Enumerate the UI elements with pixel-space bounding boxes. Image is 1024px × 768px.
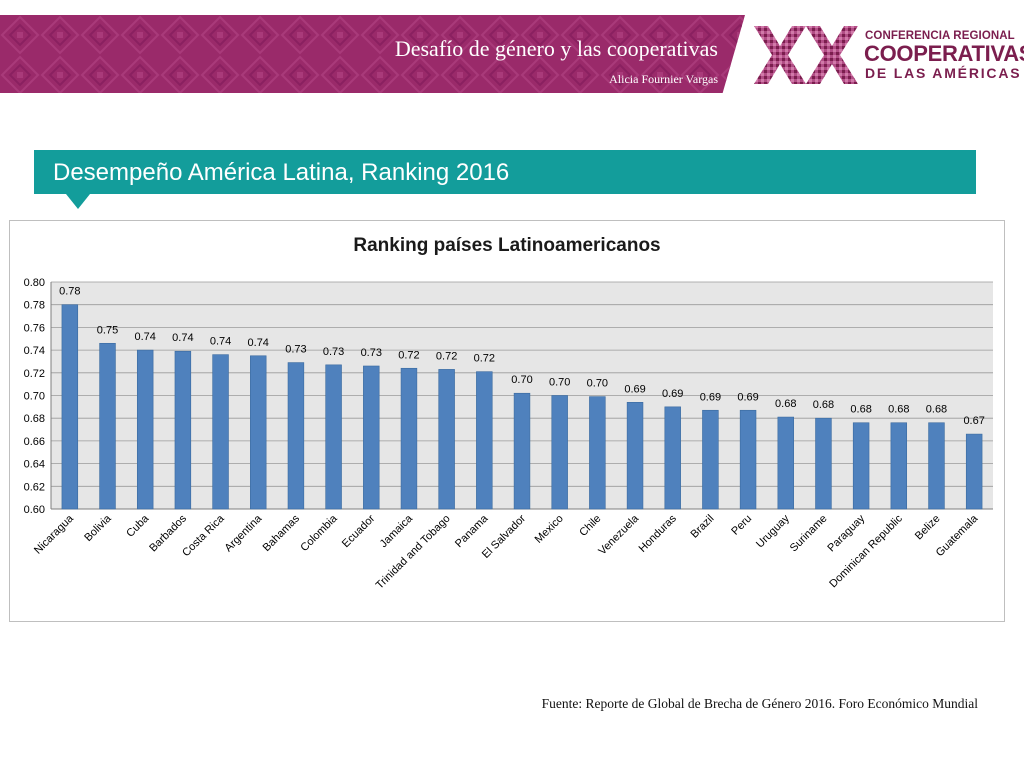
- banner-pattern: [0, 15, 745, 93]
- bar: [174, 350, 192, 510]
- y-tick-label: 0.60: [24, 504, 45, 516]
- category-label: Honduras: [637, 512, 680, 555]
- logo-line-2: COOPERATIVAS: [864, 41, 1024, 66]
- data-label: 0.69: [700, 391, 721, 403]
- category-label: Guatemala: [934, 512, 981, 559]
- category-label: Bahamas: [261, 512, 303, 554]
- bar: [965, 433, 983, 510]
- bar: [626, 402, 644, 510]
- data-label: 0.68: [813, 399, 834, 411]
- logo-line-3: DE LAS AMÉRICAS: [865, 65, 1022, 81]
- chart-frame: Ranking países Latinoamericanos 0.60 0.62…: [9, 220, 1005, 622]
- y-tick-label: 0.62: [24, 481, 45, 493]
- category-label: Mexico: [533, 513, 566, 546]
- y-tick-label: 0.70: [24, 391, 45, 403]
- source-footnote: Fuente: Reporte de Global de Brecha de G…: [541, 696, 978, 711]
- y-tick-label: 0.68: [24, 413, 45, 425]
- data-label: 0.73: [285, 344, 306, 356]
- category-label: Peru: [729, 513, 754, 538]
- bar: [890, 422, 908, 510]
- category-label: Venezuela: [596, 512, 641, 557]
- data-label: 0.67: [963, 415, 984, 427]
- bar: [513, 392, 531, 510]
- bar: [250, 355, 267, 510]
- section-pointer: [66, 194, 90, 209]
- bar: [400, 367, 418, 510]
- y-tick-label: 0.80: [24, 277, 45, 289]
- data-label: 0.75: [97, 324, 118, 336]
- bar: [664, 406, 681, 510]
- category-label: Suriname: [788, 513, 830, 555]
- bar: [928, 422, 945, 510]
- bar: [99, 342, 116, 510]
- bar: [61, 304, 79, 510]
- section-title: Desempeño América Latina, Ranking 2016: [53, 159, 510, 186]
- category-label: Dominican Republic: [827, 512, 905, 590]
- category-label: Uruguay: [754, 512, 792, 550]
- y-tick-label: 0.64: [24, 459, 45, 471]
- data-label: 0.73: [323, 346, 344, 358]
- bar: [777, 416, 794, 510]
- bar-chart: 0.60 0.62 0.64 0.66 0.68 0.70 0.72 0.74 0.76 0.78…: [24, 277, 993, 592]
- bar: [136, 349, 154, 510]
- data-label: 0.70: [549, 377, 570, 389]
- category-label: Costa Rica: [180, 512, 227, 559]
- y-tick-label: 0.66: [24, 436, 45, 448]
- chart-title: Ranking países Latinoamericanos: [353, 235, 661, 256]
- data-label: 0.73: [361, 347, 382, 359]
- data-label: 0.78: [59, 286, 80, 298]
- category-label: Argentina: [223, 512, 265, 554]
- bar: [815, 417, 832, 510]
- bar: [363, 365, 380, 510]
- presentation-author: Alicia Fournier Vargas: [609, 72, 718, 86]
- category-label: Cuba: [124, 512, 152, 540]
- category-label: Nicaragua: [32, 512, 77, 557]
- category-label: Chile: [577, 513, 603, 539]
- data-label: 0.68: [888, 404, 909, 416]
- bar: [438, 369, 455, 510]
- bar: [739, 409, 757, 510]
- data-label: 0.72: [436, 350, 457, 362]
- data-label: 0.74: [248, 337, 269, 349]
- bar: [589, 396, 606, 510]
- data-label: 0.72: [474, 353, 495, 365]
- bar: [551, 395, 568, 510]
- category-label: Bolivia: [82, 512, 114, 544]
- data-label: 0.69: [737, 391, 758, 403]
- category-label: Colombia: [298, 512, 340, 554]
- category-label: Panama: [453, 512, 491, 550]
- data-label: 0.70: [587, 378, 608, 390]
- data-label: 0.70: [511, 374, 532, 386]
- bar: [702, 409, 719, 510]
- data-label: 0.72: [398, 349, 419, 361]
- data-label: 0.74: [210, 336, 231, 348]
- section-heading-bar: Desempeño América Latina, Ranking 2016: [34, 150, 976, 194]
- y-tick-label: 0.74: [24, 345, 45, 357]
- presentation-title: Desafío de género y las cooperativas: [394, 36, 718, 61]
- y-tick-label: 0.72: [24, 368, 45, 380]
- data-label: 0.68: [775, 398, 796, 410]
- y-tick-label: 0.78: [24, 300, 45, 312]
- bar: [476, 371, 493, 510]
- header-banner: Desafío de género y las cooperativas Ali…: [0, 15, 745, 93]
- category-label: Ecuador: [340, 512, 378, 550]
- y-tick-label: 0.76: [24, 322, 45, 334]
- category-label: Trinidad and Tobago: [374, 513, 453, 592]
- conference-logo: CONFERENCIA REGIONAL COOPERATIVAS DE LAS…: [752, 22, 1024, 88]
- data-label: 0.68: [926, 404, 947, 416]
- category-label: Brazil: [689, 513, 717, 541]
- logo-line-1: CONFERENCIA REGIONAL: [865, 30, 1015, 42]
- data-label: 0.68: [850, 404, 871, 416]
- data-label: 0.74: [172, 332, 193, 344]
- category-label: Jamaica: [378, 512, 416, 550]
- bar: [852, 422, 870, 510]
- bar: [287, 362, 305, 510]
- logo-xx-mark: [754, 26, 858, 84]
- bar: [325, 364, 342, 510]
- data-label: 0.69: [662, 388, 683, 400]
- bar: [212, 354, 229, 510]
- data-label: 0.74: [134, 331, 155, 343]
- data-label: 0.69: [624, 383, 645, 395]
- category-label: Belize: [913, 513, 943, 543]
